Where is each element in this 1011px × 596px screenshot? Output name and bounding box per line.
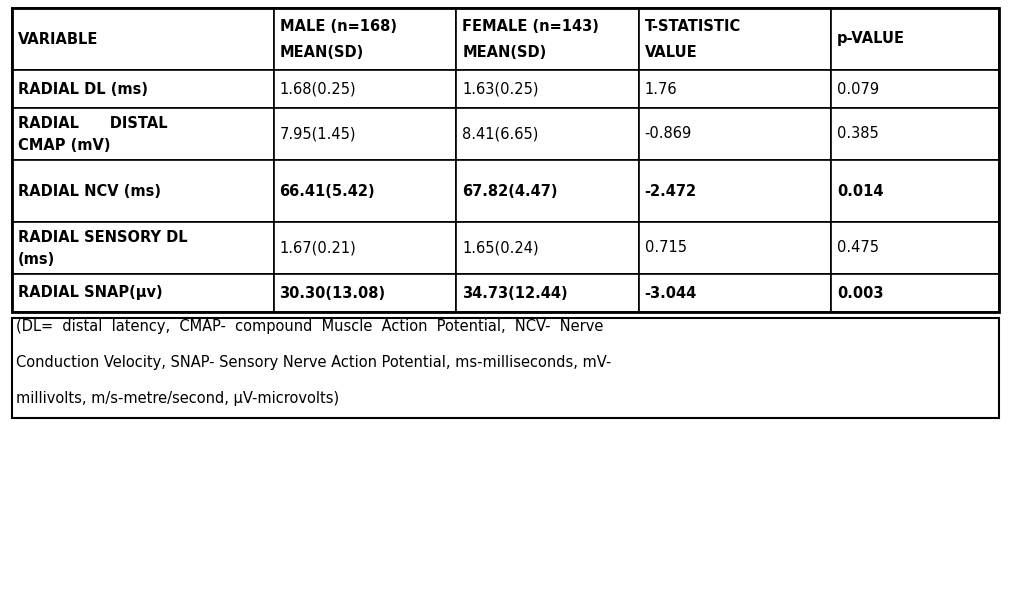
Text: -3.044: -3.044 [645, 285, 697, 300]
Text: RADIAL SENSORY DL: RADIAL SENSORY DL [18, 230, 188, 245]
Bar [639, 70, 831, 108]
Bar [12, 8, 999, 312]
Bar [639, 222, 831, 274]
Bar [274, 108, 456, 160]
Text: VARIABLE: VARIABLE [18, 32, 98, 46]
Text: 0.014: 0.014 [837, 184, 884, 198]
Text: FEMALE (n=143): FEMALE (n=143) [462, 19, 600, 34]
Text: CMAP (mV): CMAP (mV) [18, 138, 110, 153]
Text: 66.41(5.42): 66.41(5.42) [280, 184, 375, 198]
Text: RADIAL      DISTAL: RADIAL DISTAL [18, 116, 168, 131]
Text: MALE (n=168): MALE (n=168) [280, 19, 396, 34]
Text: RADIAL SNAP(μv): RADIAL SNAP(μv) [18, 285, 163, 300]
Bar [12, 318, 999, 418]
Bar [831, 108, 999, 160]
Bar [12, 8, 274, 70]
Text: 34.73(12.44): 34.73(12.44) [462, 285, 568, 300]
Text: 0.079: 0.079 [837, 82, 880, 97]
Bar [12, 70, 274, 108]
Text: -2.472: -2.472 [645, 184, 697, 198]
Bar [456, 70, 639, 108]
Text: 8.41(6.65): 8.41(6.65) [462, 126, 539, 141]
Text: VALUE: VALUE [645, 45, 698, 60]
Text: T-STATISTIC: T-STATISTIC [645, 19, 741, 34]
Bar [274, 160, 456, 222]
Bar [831, 274, 999, 312]
Text: 1.67(0.21): 1.67(0.21) [280, 241, 356, 256]
Bar [456, 274, 639, 312]
Text: 1.63(0.25): 1.63(0.25) [462, 82, 539, 97]
Text: RADIAL DL (ms): RADIAL DL (ms) [18, 82, 148, 97]
Text: 7.95(1.45): 7.95(1.45) [280, 126, 356, 141]
Text: Conduction Velocity, SNAP- Sensory Nerve Action Potential, ms-milliseconds, mV-: Conduction Velocity, SNAP- Sensory Nerve… [16, 355, 612, 371]
Text: MEAN(SD): MEAN(SD) [462, 45, 546, 60]
Text: 0.475: 0.475 [837, 241, 880, 256]
Bar [831, 222, 999, 274]
Text: 67.82(4.47): 67.82(4.47) [462, 184, 558, 198]
Bar [12, 160, 274, 222]
Text: -0.869: -0.869 [645, 126, 692, 141]
Bar [456, 108, 639, 160]
Bar [274, 70, 456, 108]
Bar [639, 108, 831, 160]
Text: 0.003: 0.003 [837, 285, 884, 300]
Bar [274, 8, 456, 70]
Text: MEAN(SD): MEAN(SD) [280, 45, 364, 60]
Text: 1.68(0.25): 1.68(0.25) [280, 82, 356, 97]
Bar [456, 160, 639, 222]
Bar [456, 222, 639, 274]
Text: 1.76: 1.76 [645, 82, 677, 97]
Text: (DL=  distal  latency,  CMAP-  compound  Muscle  Action  Potential,  NCV-  Nerve: (DL= distal latency, CMAP- compound Musc… [16, 319, 604, 334]
Bar [12, 274, 274, 312]
Bar [274, 222, 456, 274]
Text: millivolts, m/s-metre/second, μV-microvolts): millivolts, m/s-metre/second, μV-microvo… [16, 392, 339, 406]
Bar [831, 8, 999, 70]
Bar [274, 274, 456, 312]
Text: (ms): (ms) [18, 252, 56, 267]
Text: 0.715: 0.715 [645, 241, 686, 256]
Text: 1.65(0.24): 1.65(0.24) [462, 241, 539, 256]
Text: RADIAL NCV (ms): RADIAL NCV (ms) [18, 184, 161, 198]
Bar [639, 274, 831, 312]
Text: 30.30(13.08): 30.30(13.08) [280, 285, 385, 300]
Bar [12, 222, 274, 274]
Bar [639, 160, 831, 222]
Bar [831, 70, 999, 108]
Bar [831, 160, 999, 222]
Bar [12, 108, 274, 160]
Bar [639, 8, 831, 70]
Bar [456, 8, 639, 70]
Text: 0.385: 0.385 [837, 126, 879, 141]
Text: p-VALUE: p-VALUE [837, 32, 905, 46]
